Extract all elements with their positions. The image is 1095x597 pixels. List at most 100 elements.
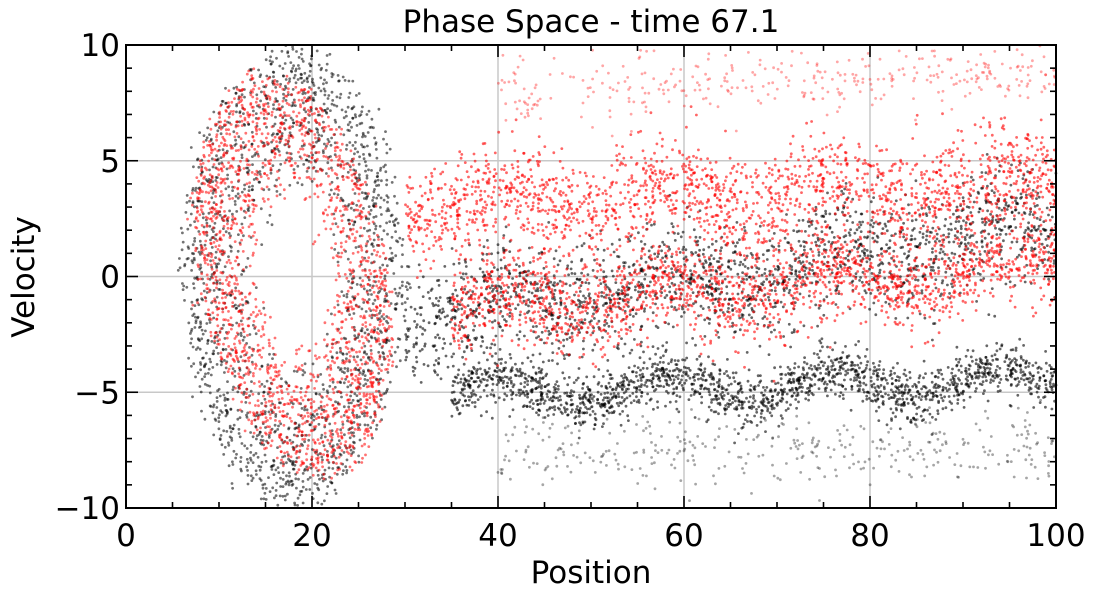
scatter-point (614, 388, 618, 391)
scatter-point (406, 281, 409, 284)
scatter-point (330, 136, 333, 140)
scatter-point (240, 93, 244, 97)
scatter-point (577, 414, 581, 418)
scatter-point (909, 421, 913, 424)
scatter-point (656, 326, 660, 329)
scatter-point (205, 234, 209, 237)
scatter-point (651, 376, 655, 380)
scatter-point (919, 414, 923, 418)
scatter-point (570, 403, 573, 407)
scatter-point (931, 338, 934, 342)
scatter-point (292, 168, 296, 171)
scatter-point (249, 458, 253, 462)
scatter-point (893, 371, 896, 375)
scatter-point (393, 218, 397, 222)
scatter-point (270, 468, 274, 471)
scatter-point (739, 384, 743, 388)
scatter-point (849, 364, 853, 367)
scatter-point (779, 300, 783, 304)
scatter-point (240, 442, 244, 445)
scatter-point (246, 257, 250, 260)
scatter-point (251, 184, 254, 188)
scatter-point (383, 274, 387, 278)
scatter-point (808, 389, 812, 392)
scatter-point (306, 80, 309, 84)
scatter-point (187, 247, 191, 250)
scatter-point (319, 68, 323, 72)
scatter-point (995, 349, 999, 353)
scatter-point (189, 332, 192, 335)
scatter-point (823, 380, 827, 384)
scatter-point (526, 383, 529, 386)
scatter-point (984, 171, 988, 175)
scatter-point (460, 276, 463, 279)
scatter-point (484, 384, 488, 388)
scatter-point (303, 467, 307, 471)
scatter-point (450, 247, 454, 250)
scatter-point (934, 418, 938, 421)
scatter-point (243, 95, 246, 99)
scatter-point (210, 265, 214, 269)
scatter-point (315, 140, 318, 144)
scatter-point (286, 479, 290, 483)
scatter-point (208, 384, 212, 388)
scatter-point (235, 210, 239, 213)
scatter-point (193, 239, 197, 243)
scatter-point (342, 469, 345, 472)
scatter-point (546, 389, 550, 393)
scatter-point (354, 140, 357, 144)
scatter-point (380, 331, 383, 334)
scatter-point (498, 348, 502, 351)
scatter-point (921, 232, 925, 236)
scatter-point (337, 79, 341, 83)
scatter-point (1013, 217, 1016, 221)
scatter-point (825, 295, 829, 299)
scatter-point (653, 267, 656, 270)
scatter-point (671, 225, 675, 229)
scatter-point (208, 391, 212, 395)
scatter-point (413, 320, 416, 323)
scatter-point (742, 422, 746, 426)
scatter-point (310, 180, 314, 183)
scatter-point (1019, 357, 1023, 360)
scatter-point (1014, 226, 1018, 229)
scatter-point (372, 215, 376, 219)
scatter-point (219, 409, 223, 413)
scatter-point (994, 368, 998, 372)
scatter-point (719, 249, 722, 253)
scatter-point (242, 146, 246, 150)
scatter-point (217, 416, 221, 420)
scatter-point (457, 368, 461, 372)
scatter-point (330, 180, 334, 184)
scatter-point (650, 382, 654, 385)
scatter-point (817, 251, 821, 254)
scatter-point (356, 150, 360, 154)
scatter-point (190, 337, 194, 341)
scatter-point (966, 348, 970, 352)
scatter-point (352, 223, 355, 227)
scatter-point (330, 90, 334, 94)
scatter-point (204, 351, 208, 355)
scatter-point (555, 330, 559, 334)
scatter-point (426, 364, 430, 368)
scatter-point (529, 389, 533, 392)
scatter-point (859, 212, 863, 216)
scatter-point (1030, 229, 1034, 232)
scatter-point (854, 210, 858, 214)
scatter-point (638, 356, 642, 360)
scatter-point (287, 55, 290, 58)
scatter-point (353, 113, 357, 117)
scatter-point (902, 400, 906, 404)
scatter-point (746, 299, 750, 302)
scatter-point (620, 337, 623, 340)
scatter-point (196, 346, 200, 349)
scatter-point (869, 376, 873, 379)
scatter-point (328, 384, 332, 388)
scatter-point (358, 415, 361, 419)
scatter-point (430, 287, 434, 291)
scatter-point (258, 172, 262, 176)
scatter-point (194, 375, 197, 379)
scatter-point (326, 391, 330, 395)
scatter-point (558, 279, 562, 283)
scatter-point (287, 483, 291, 487)
